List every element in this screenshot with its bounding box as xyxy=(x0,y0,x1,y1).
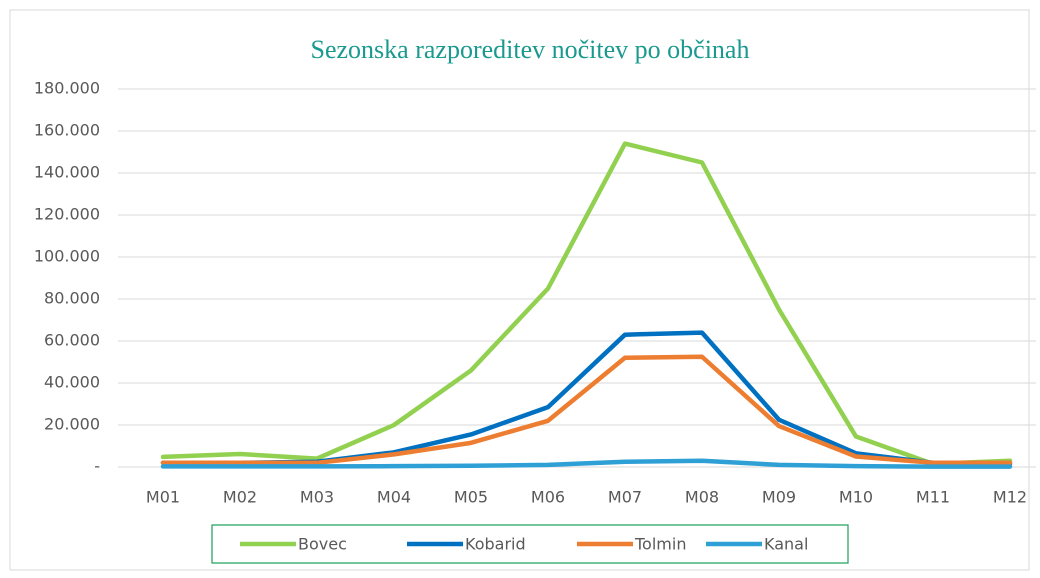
y-tick-label: 120.000 xyxy=(34,205,100,224)
y-tick-label: 20.000 xyxy=(44,415,100,434)
x-tick-label: M12 xyxy=(993,488,1027,507)
x-tick-label: M11 xyxy=(916,488,950,507)
x-tick-label: M03 xyxy=(300,488,334,507)
legend-label: Kobarid xyxy=(465,535,526,554)
chart-title: Sezonska razporeditev nočitev po občinah xyxy=(311,35,750,64)
y-tick-label: 40.000 xyxy=(44,373,100,392)
series-line xyxy=(160,354,1013,466)
series-line xyxy=(160,141,1013,467)
x-tick-label: M06 xyxy=(531,488,565,507)
x-tick-label: M04 xyxy=(377,488,411,507)
legend-label: Tolmin xyxy=(634,535,686,554)
legend-label: Kanal xyxy=(764,535,808,554)
y-tick-label: 80.000 xyxy=(44,289,100,308)
x-tick-label: M02 xyxy=(223,488,257,507)
y-tick-label: 100.000 xyxy=(34,247,100,266)
y-tick-label: 140.000 xyxy=(34,163,100,182)
y-tick-label: - xyxy=(94,457,100,476)
legend-label: Bovec xyxy=(298,535,347,554)
x-tick-label: M09 xyxy=(762,488,796,507)
y-tick-label: 60.000 xyxy=(44,331,100,350)
x-tick-label: M10 xyxy=(839,488,873,507)
y-tick-label: 160.000 xyxy=(34,121,100,140)
legend-box xyxy=(211,524,849,564)
x-tick-label: M01 xyxy=(146,488,180,507)
x-tick-label: M08 xyxy=(685,488,719,507)
chart-frame xyxy=(9,9,1030,571)
series-line xyxy=(160,458,1013,469)
y-tick-label: 180.000 xyxy=(34,79,100,98)
x-tick-label: M07 xyxy=(608,488,642,507)
x-tick-label: M05 xyxy=(454,488,488,507)
